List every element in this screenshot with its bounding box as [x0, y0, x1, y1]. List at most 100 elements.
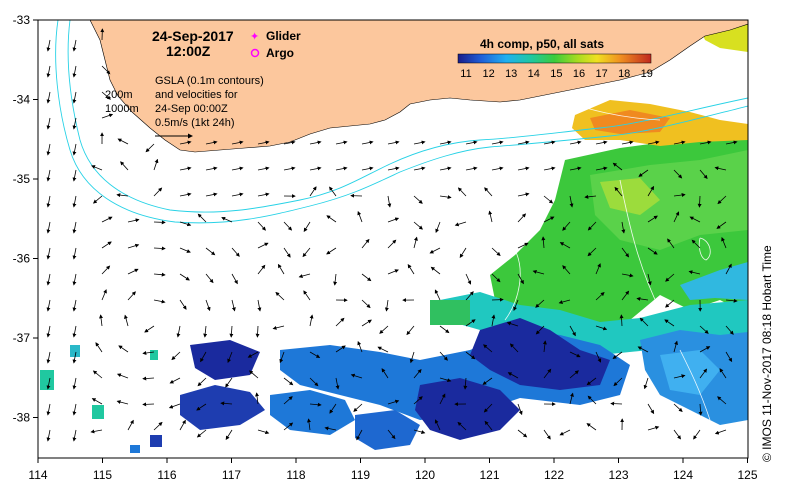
velocity-arrow	[46, 143, 51, 156]
velocity-arrow	[559, 429, 571, 436]
velocity-arrow	[101, 65, 111, 75]
velocity-arrow	[361, 299, 371, 309]
velocity-arrow	[506, 321, 519, 327]
velocity-arrow	[257, 192, 270, 197]
velocity-arrow	[586, 377, 597, 386]
velocity-arrow	[716, 221, 727, 229]
velocity-arrow	[413, 396, 423, 405]
velocity-arrow	[586, 423, 597, 431]
velocity-arrow	[595, 263, 601, 275]
velocity-arrow	[72, 221, 77, 234]
velocity-arrow	[124, 314, 129, 327]
velocity-arrow	[46, 403, 51, 416]
velocity-arrow	[667, 238, 675, 249]
velocity-arrow	[541, 236, 546, 249]
velocity-arrow	[697, 195, 702, 208]
velocity-arrow	[621, 273, 634, 278]
velocity-arrow	[283, 140, 296, 145]
velocity-arrow	[257, 429, 270, 435]
velocity-arrow	[457, 421, 467, 431]
velocity-arrow	[257, 140, 270, 145]
velocity-arrow	[691, 239, 701, 249]
velocity-arrow	[638, 169, 649, 177]
velocity-arrow	[127, 218, 140, 223]
velocity-arrow	[309, 351, 321, 358]
velocity-arrow	[491, 273, 501, 283]
velocity-arrow	[46, 117, 51, 130]
velocity-arrow	[329, 186, 337, 197]
velocity-arrow	[387, 269, 399, 275]
longitude-axis: 114 115 116 117 118 119 120 121 122 123 124 125	[28, 458, 758, 482]
map-time: 12:00Z	[166, 43, 211, 59]
colorbar-tick-label: 14	[528, 68, 540, 80]
velocity-arrow	[335, 377, 340, 390]
velocity-arrow	[491, 314, 496, 327]
velocity-arrow	[439, 195, 452, 200]
lon-tick-label: 117	[222, 468, 241, 482]
velocity-arrow	[699, 140, 712, 145]
velocity-arrow	[517, 192, 530, 197]
velocity-arrow	[72, 273, 77, 286]
velocity-arrow	[721, 237, 727, 249]
velocity-arrow	[46, 299, 51, 312]
velocity-arrow	[227, 351, 233, 363]
velocity-arrow	[117, 138, 129, 145]
velocity-arrow	[413, 166, 426, 171]
velocity-arrow	[639, 317, 649, 327]
colorbar	[457, 53, 652, 64]
velocity-arrow	[595, 166, 608, 171]
velocity-arrow	[413, 195, 423, 204]
velocity-arrow	[335, 345, 346, 353]
velocity-arrow	[413, 221, 423, 230]
velocity-arrow	[725, 298, 738, 303]
velocity-arrow	[169, 377, 181, 384]
velocity-arrow	[283, 221, 293, 231]
velocity-arrow	[699, 169, 708, 180]
velocity-arrow	[302, 247, 311, 258]
velocity-arrow	[517, 403, 523, 416]
velocity-arrow	[257, 264, 266, 275]
velocity-arrow	[647, 425, 660, 431]
velocity-arrow	[257, 242, 269, 249]
velocity-arrow	[434, 289, 441, 301]
velocity-arrow	[168, 403, 181, 409]
velocity-arrow	[127, 419, 134, 431]
velocity-arrow	[231, 192, 244, 197]
velocity-arrow	[145, 143, 155, 153]
velocity-arrow	[484, 187, 493, 197]
velocity-arrow	[637, 346, 649, 353]
velocity-arrow	[387, 429, 396, 440]
velocity-arrow	[324, 426, 337, 431]
velocity-arrow	[153, 421, 163, 431]
velocity-arrow	[517, 429, 528, 438]
velocity-arrow	[72, 247, 77, 260]
gsla-line-2: and velocities for	[155, 89, 238, 101]
velocity-arrow	[673, 211, 680, 223]
velocity-arrow	[673, 140, 686, 145]
velocity-arrow	[72, 117, 77, 130]
velocity-arrow	[543, 166, 556, 171]
velocity-arrow	[153, 158, 159, 171]
velocity-arrow	[247, 351, 259, 358]
velocity-arrow	[595, 325, 608, 331]
velocity-arrow	[231, 247, 240, 257]
velocity-arrow	[309, 402, 322, 407]
colorbar-title: 4h comp, p50, all sats	[480, 37, 604, 51]
velocity-arrow	[407, 263, 415, 275]
depth-200-label: 200m	[105, 89, 133, 101]
lon-tick-label: 119	[351, 468, 370, 482]
velocity-arrow	[665, 299, 675, 308]
velocity-arrow	[179, 140, 192, 145]
velocity-arrow	[220, 401, 233, 406]
colorbar-tick-label: 11	[460, 68, 471, 80]
velocity-arrow	[595, 140, 608, 145]
velocity-arrow	[205, 192, 218, 197]
velocity-arrow	[72, 429, 77, 442]
velocity-arrow	[249, 370, 259, 379]
velocity-arrow	[612, 162, 623, 171]
lon-tick-label: 120	[415, 468, 435, 482]
velocity-arrow	[465, 291, 474, 301]
velocity-arrow	[153, 246, 166, 251]
velocity-arrow	[725, 325, 734, 335]
velocity-arrow	[326, 215, 337, 223]
